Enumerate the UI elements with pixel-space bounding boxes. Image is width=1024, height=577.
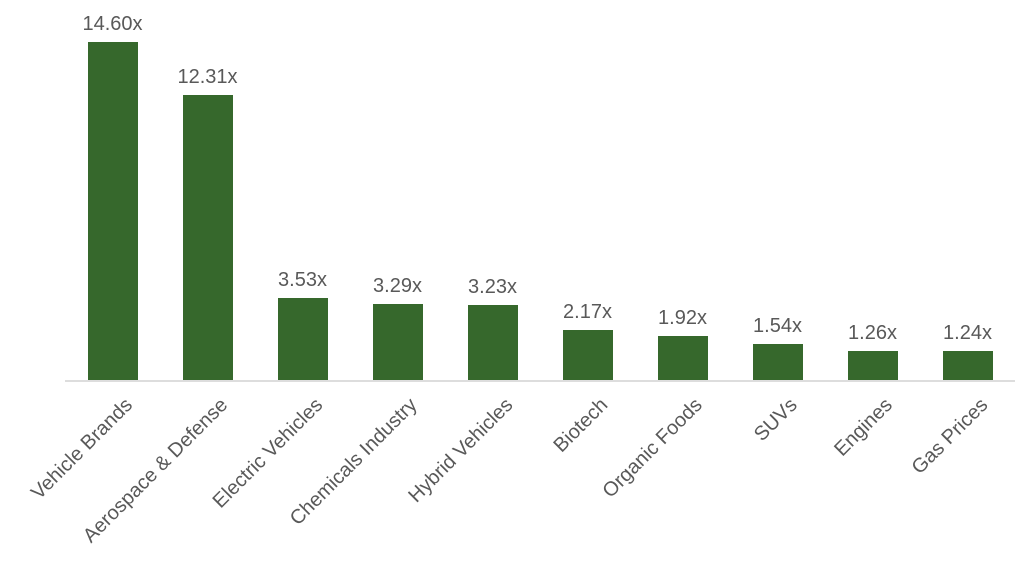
- category-label: Organic Foods: [598, 394, 708, 503]
- category-label: SUVs: [750, 394, 803, 446]
- category-label: Vehicle Brands: [27, 394, 138, 504]
- bar: [942, 351, 993, 380]
- bar: [562, 330, 613, 380]
- value-label: 1.54x: [753, 315, 802, 337]
- value-label: 2.17x: [563, 301, 612, 323]
- value-label: 3.23x: [468, 276, 517, 298]
- bar: [847, 351, 898, 380]
- value-label: 12.31x: [177, 66, 238, 88]
- category-label: Engines: [830, 394, 898, 461]
- bar: [657, 336, 708, 380]
- value-label: 3.53x: [278, 269, 327, 291]
- value-label: 14.60x: [82, 13, 143, 35]
- category-label: Gas Prices: [907, 394, 993, 479]
- value-label: 1.26x: [848, 322, 897, 344]
- bar: [467, 305, 518, 380]
- bar: [277, 298, 328, 380]
- value-label: 3.29x: [373, 275, 422, 297]
- value-label: 1.92x: [658, 307, 707, 329]
- category-label: Hybrid Vehicles: [404, 394, 518, 508]
- x-axis-line: [65, 380, 1015, 382]
- value-label: 1.24x: [943, 322, 992, 344]
- bar: [372, 304, 423, 380]
- bar: [87, 42, 138, 380]
- category-label: Biotech: [549, 394, 613, 457]
- bar: [752, 344, 803, 380]
- bar: [182, 95, 233, 380]
